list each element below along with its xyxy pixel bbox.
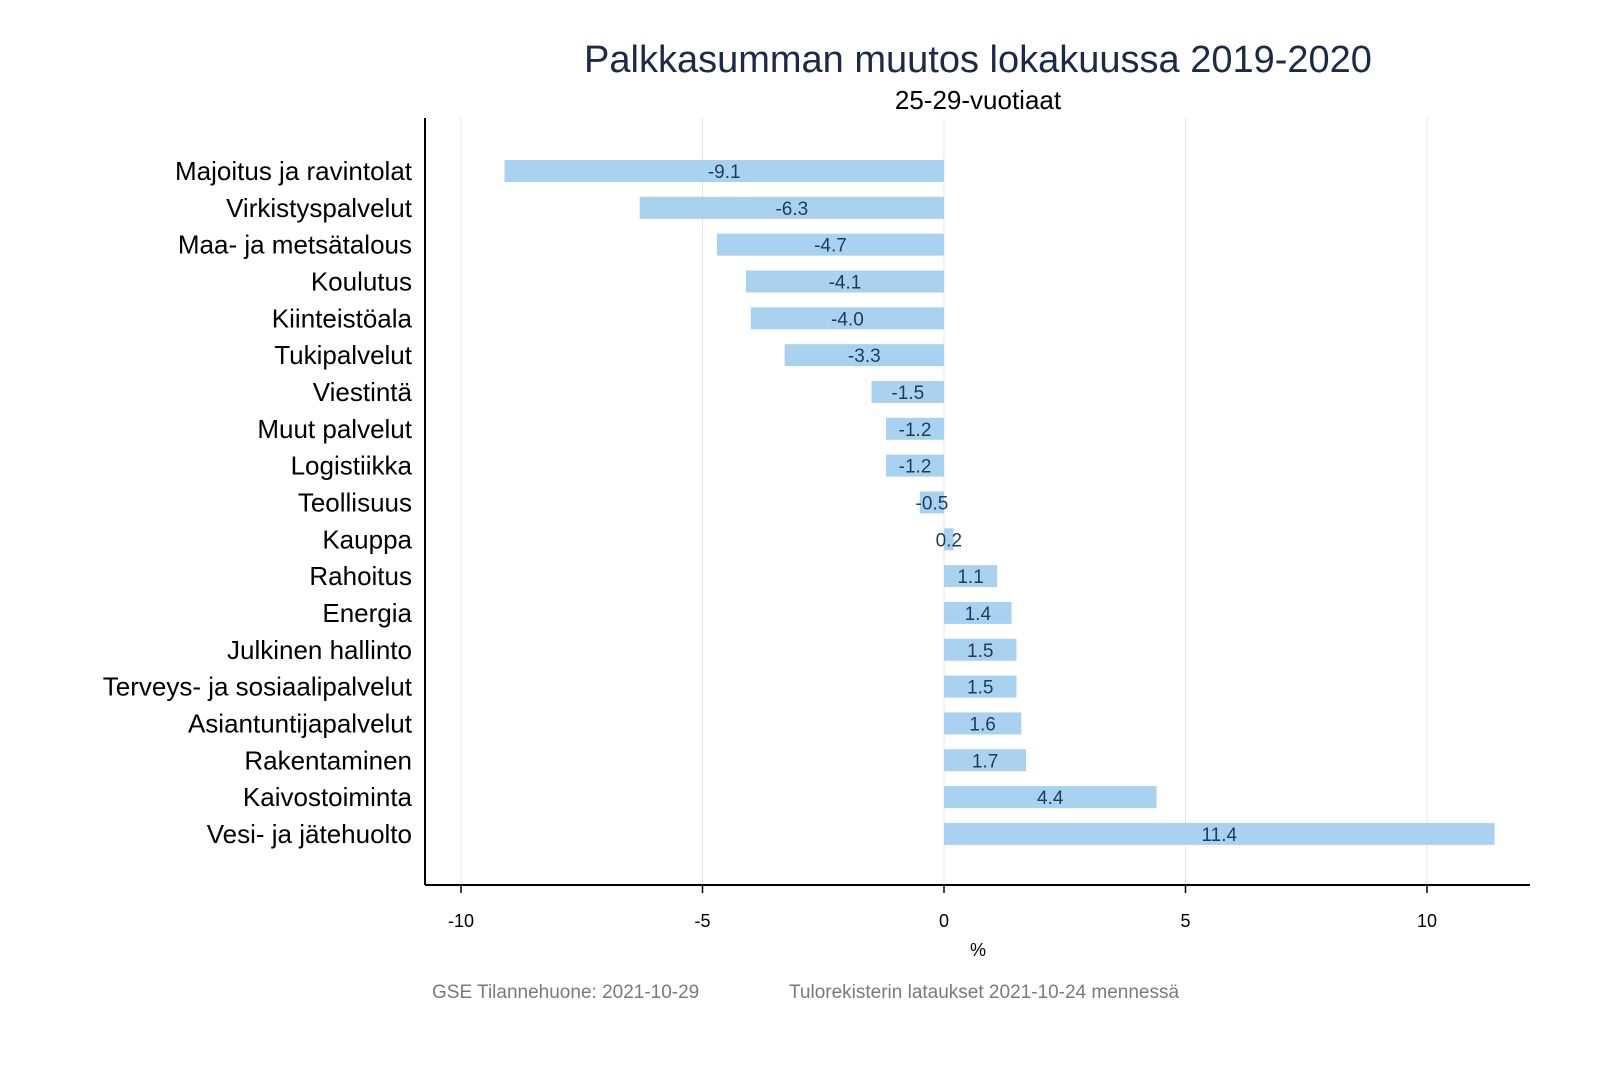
bar — [944, 638, 1017, 661]
category-label: Kauppa — [322, 524, 412, 554]
category-label: Logistiikka — [291, 451, 413, 481]
bar — [944, 528, 954, 551]
value-label: 1.5 — [967, 641, 993, 662]
bar — [944, 786, 1157, 809]
value-label: 0.2 — [936, 530, 962, 551]
category-label: Virkistyspalvelut — [226, 193, 413, 223]
category-label: Koulutus — [311, 266, 412, 296]
x-tick-label: 5 — [1180, 911, 1190, 931]
category-label: Asiantuntijapalvelut — [188, 708, 413, 738]
bar — [784, 344, 944, 367]
value-label: -4.1 — [829, 272, 862, 293]
category-label: Tukipalvelut — [274, 340, 413, 370]
bar — [886, 454, 944, 477]
value-label: -4.7 — [814, 236, 847, 257]
bar — [504, 160, 944, 182]
x-tick-label: -10 — [448, 911, 474, 931]
bar — [944, 601, 1012, 624]
value-label: 1.6 — [969, 714, 995, 735]
bar — [750, 307, 944, 330]
category-label: Kaivostoiminta — [243, 782, 413, 812]
value-label: 4.4 — [1037, 788, 1064, 809]
value-label: -1.2 — [899, 420, 932, 441]
bar — [886, 417, 944, 440]
value-label: -4.0 — [831, 309, 864, 330]
value-label: -3.3 — [848, 346, 881, 367]
bar — [944, 675, 1017, 698]
value-label: 1.7 — [972, 751, 998, 772]
x-tick-label: 0 — [939, 911, 949, 931]
x-axis-label: % — [970, 940, 986, 960]
category-label: Terveys- ja sosiaalipalvelut — [103, 672, 413, 702]
chart-title: Palkkasumman muutos lokakuussa 2019-2020 — [584, 39, 1372, 81]
x-tick-label: -5 — [694, 911, 710, 931]
x-tick-label: 10 — [1417, 911, 1437, 931]
bar — [639, 196, 944, 219]
bar — [919, 491, 944, 514]
value-label: -9.1 — [708, 162, 741, 183]
value-label: -6.3 — [775, 199, 808, 220]
category-label: Vesi- ja jätehuolto — [207, 819, 412, 849]
value-label: 1.5 — [967, 678, 993, 699]
value-label: 1.1 — [957, 567, 983, 588]
bar — [944, 565, 998, 588]
value-label: -1.5 — [891, 383, 924, 404]
category-label: Maa- ja metsätalous — [178, 230, 412, 260]
bar — [944, 749, 1027, 772]
footer-source: GSE Tilannehuone: 2021-10-29 — [432, 982, 699, 1003]
category-label: Kiinteistöala — [272, 303, 413, 333]
bar — [944, 712, 1022, 735]
category-label: Julkinen hallinto — [227, 635, 412, 665]
category-label: Rakentaminen — [244, 745, 412, 775]
value-label: 1.4 — [965, 604, 992, 625]
bar — [716, 233, 944, 256]
bar — [745, 270, 944, 293]
category-label: Viestintä — [313, 377, 413, 407]
category-label: Muut palvelut — [257, 414, 412, 444]
bar — [944, 822, 1495, 845]
value-label: -1.2 — [899, 457, 932, 478]
bar — [871, 380, 944, 403]
category-label: Teollisuus — [298, 487, 412, 517]
value-label: -0.5 — [916, 493, 949, 514]
value-label: 11.4 — [1202, 825, 1238, 846]
footer-note: Tulorekisterin lataukset 2021-10-24 menn… — [789, 982, 1179, 1003]
category-label: Rahoitus — [309, 561, 412, 591]
category-label: Majoitus ja ravintolat — [175, 156, 413, 186]
chart-subtitle: 25-29-vuotiaat — [895, 85, 1062, 115]
category-label: Energia — [322, 598, 412, 628]
